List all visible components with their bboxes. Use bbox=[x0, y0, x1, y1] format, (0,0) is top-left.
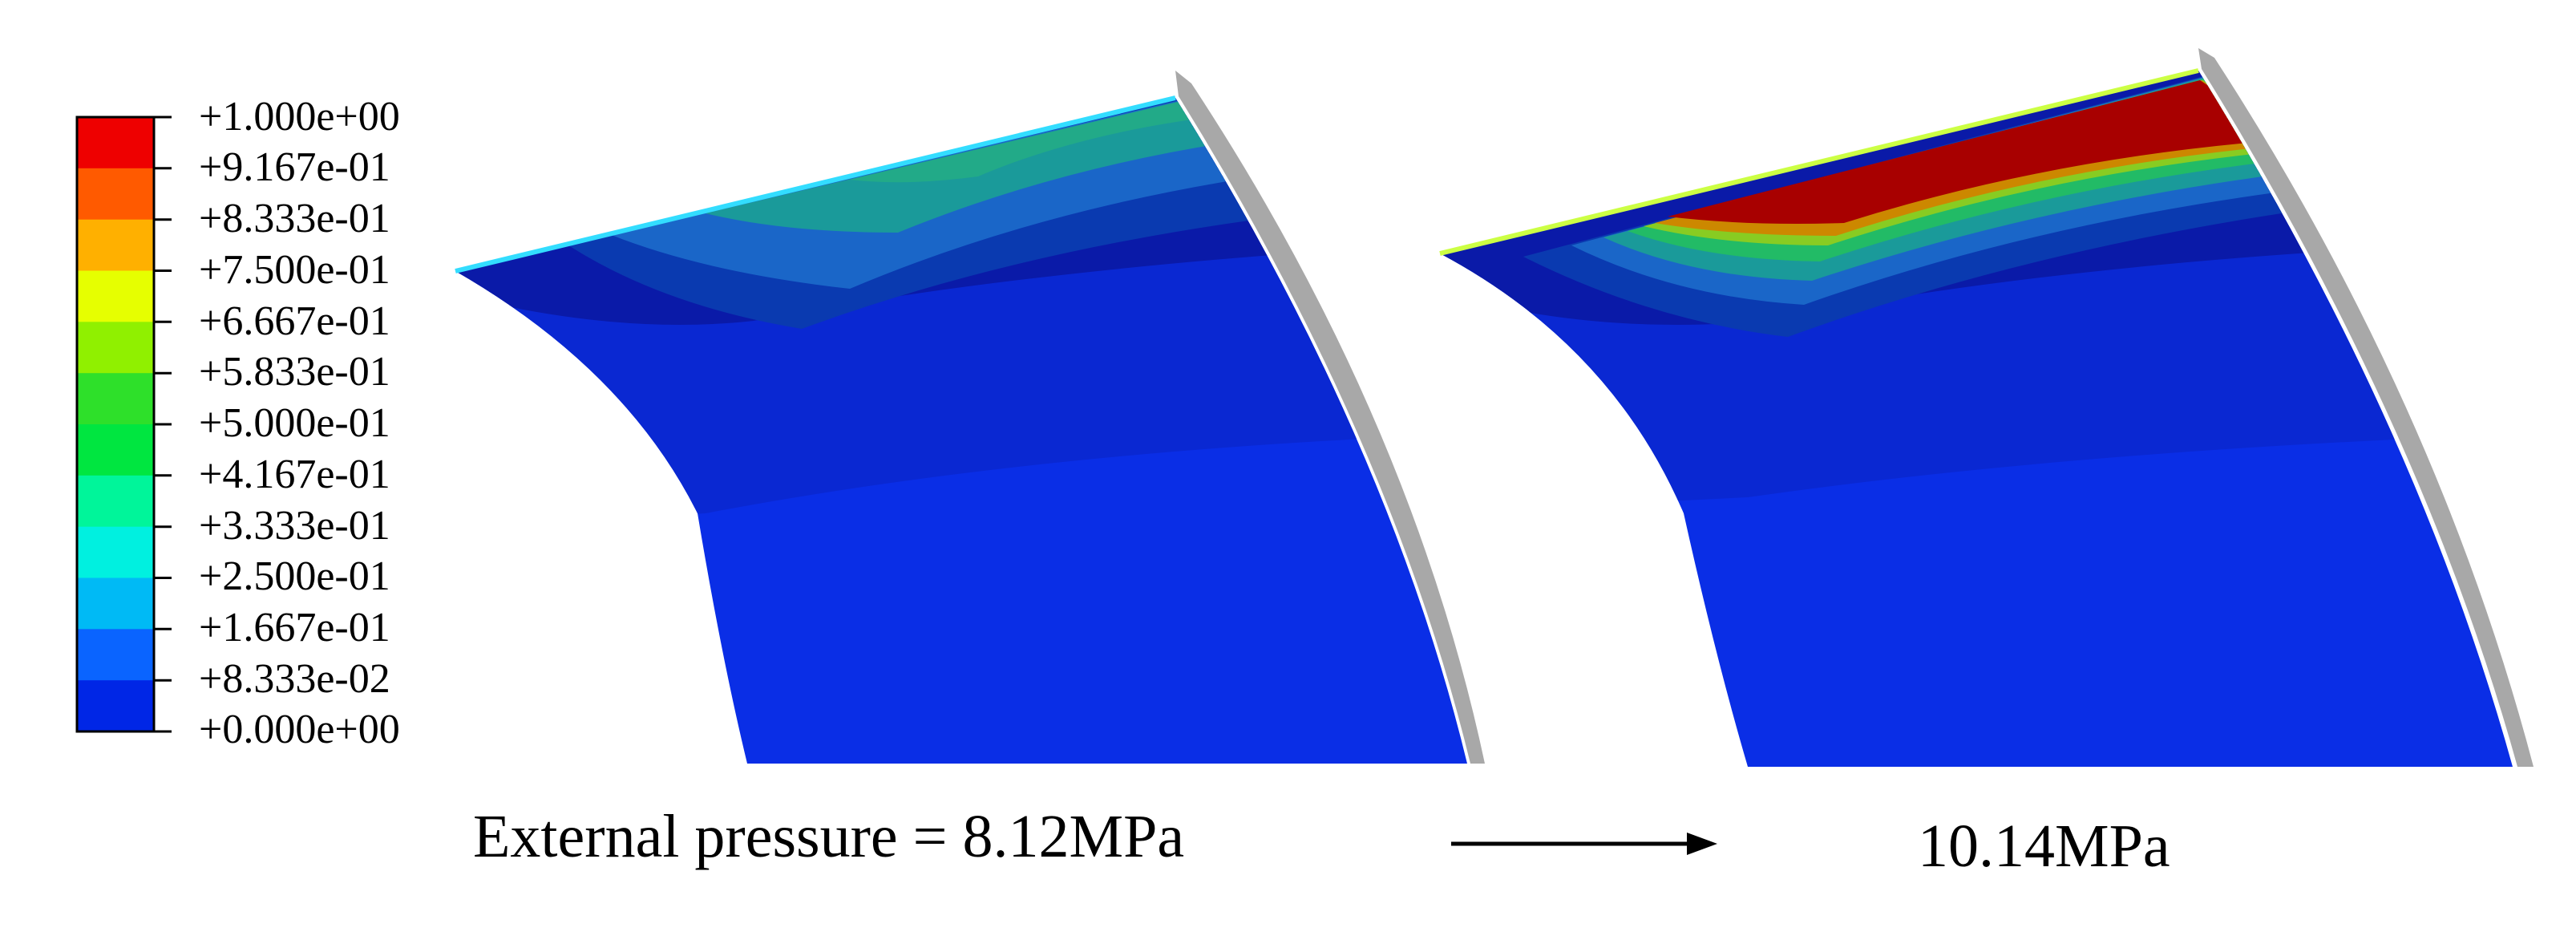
legend-swatch bbox=[77, 219, 154, 271]
contour-band-peak bbox=[1668, 80, 2287, 224]
legend-label: +9.167e-01 bbox=[199, 144, 390, 190]
arrow-icon bbox=[1451, 833, 1717, 855]
contour-model-10-14mpa bbox=[1439, 48, 2534, 767]
legend-label: +3.333e-01 bbox=[199, 503, 390, 549]
contour-model-8-12mpa bbox=[455, 71, 1485, 764]
legend-label: +5.833e-01 bbox=[199, 349, 390, 395]
outer-shell bbox=[2198, 48, 2534, 767]
caption-right: 10.14MPa bbox=[1918, 812, 2170, 880]
outer-shell bbox=[1175, 71, 1485, 764]
legend-label: +5.000e-01 bbox=[199, 400, 390, 446]
legend-swatch bbox=[77, 526, 154, 578]
legend-swatch bbox=[77, 373, 154, 425]
contour-band-5 bbox=[850, 98, 1251, 183]
legend-swatch bbox=[77, 475, 154, 528]
legend-label: +7.500e-01 bbox=[199, 247, 390, 293]
legend-swatch bbox=[77, 680, 154, 732]
legend-swatch bbox=[77, 117, 154, 169]
legend-label: +0.000e+00 bbox=[199, 707, 400, 752]
legend-label: +1.000e+00 bbox=[199, 94, 400, 140]
legend-label: +6.667e-01 bbox=[199, 298, 390, 344]
legend-swatch bbox=[77, 629, 154, 681]
edge-highlight bbox=[1439, 68, 2199, 256]
legend-swatch bbox=[77, 168, 154, 221]
legend-label: +4.167e-01 bbox=[199, 452, 390, 497]
legend-swatch bbox=[77, 577, 154, 630]
legend-swatch bbox=[77, 270, 154, 322]
legend-label: +2.500e-01 bbox=[199, 553, 390, 599]
legend-label: +8.333e-02 bbox=[199, 656, 390, 702]
legend-swatch bbox=[77, 424, 154, 476]
legend-label: +8.333e-01 bbox=[199, 196, 390, 241]
caption-left: External pressure = 8.12MPa bbox=[473, 803, 1184, 870]
color-legend: +1.000e+00 +9.167e-01 +8.333e-01 +7.500e… bbox=[75, 94, 400, 752]
legend-swatch bbox=[77, 322, 154, 374]
edge-highlight bbox=[455, 95, 1176, 274]
legend-ticks bbox=[154, 115, 172, 733]
legend-swatches bbox=[75, 115, 156, 733]
legend-label: +1.667e-01 bbox=[199, 605, 390, 650]
